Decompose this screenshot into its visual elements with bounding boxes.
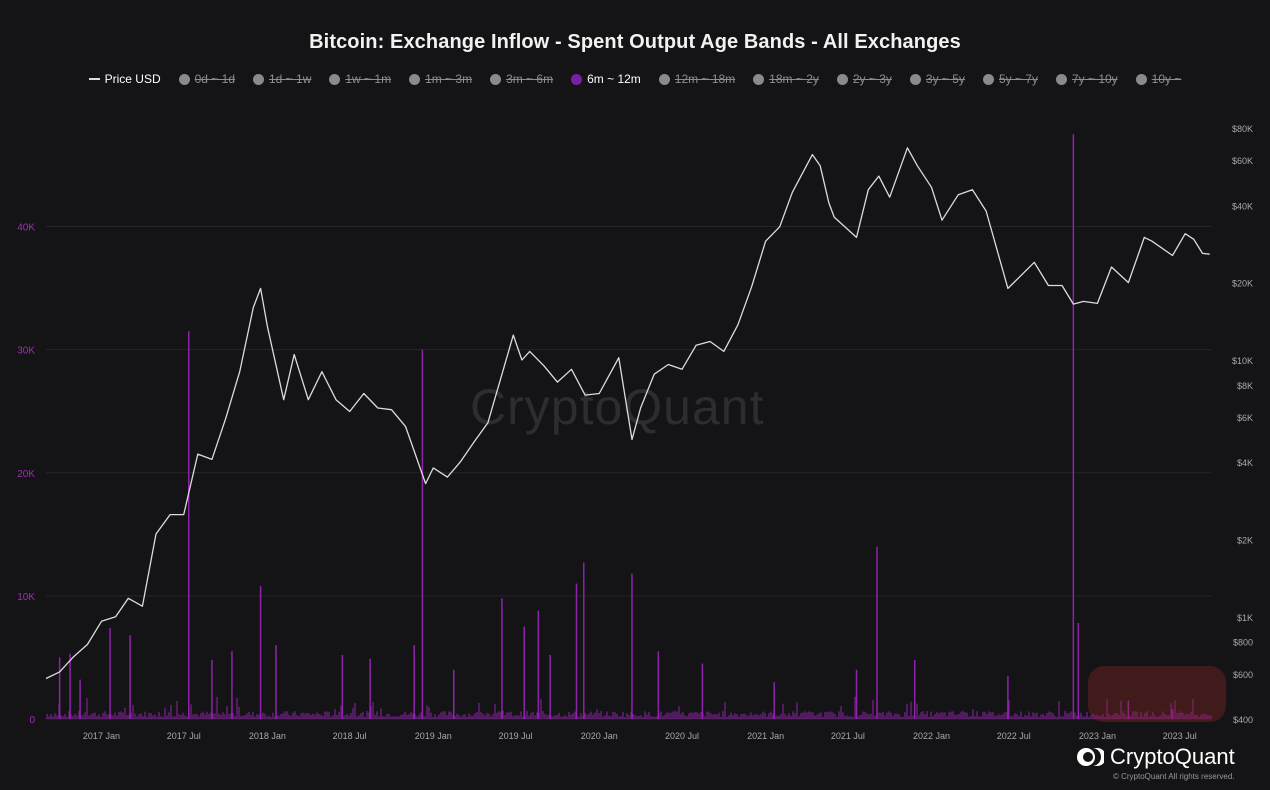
y-left-tick-label: 30K <box>17 346 35 357</box>
legend-label: 1w ~ 1m <box>345 72 392 86</box>
y-right-tick-label: $8K <box>1237 381 1253 391</box>
legend-item[interactable]: 1m ~ 3m <box>409 72 472 86</box>
y-right-tick-label: $400 <box>1233 715 1253 725</box>
dot-swatch-icon <box>490 73 502 85</box>
y-right-tick-label: $800 <box>1233 638 1253 648</box>
x-tick-label: 2020 Jul <box>665 731 699 741</box>
legend-label: 0d ~ 1d <box>194 72 235 86</box>
dot-swatch-icon <box>409 73 421 85</box>
brand-name: CryptoQuant <box>1110 744 1235 769</box>
legend-item[interactable]: 18m ~ 2y <box>753 72 819 86</box>
x-tick-label: 2018 Jul <box>333 731 367 741</box>
x-tick-label: 2017 Jul <box>167 731 201 741</box>
copyright-text: © CryptoQuant All rights reserved. <box>1113 772 1235 781</box>
x-tick-label: 2019 Jul <box>499 731 533 741</box>
legend-label: 18m ~ 2y <box>769 72 819 86</box>
legend-label: 10y ~ <box>1151 72 1182 86</box>
x-tick-label: 2021 Jan <box>747 731 784 741</box>
legend-label: 3m ~ 6m <box>506 72 554 86</box>
x-tick-label: 2022 Jan <box>913 731 950 741</box>
legend-item[interactable]: 1w ~ 1m <box>329 72 391 86</box>
y-right-tick-label: $600 <box>1233 670 1253 680</box>
y-right-tick-label: $60K <box>1232 156 1253 166</box>
y-right-tick-label: $20K <box>1232 279 1253 289</box>
legend-label: 7y ~ 10y <box>1071 72 1118 86</box>
y-right-tick-label: $40K <box>1232 201 1253 211</box>
line-swatch-icon <box>88 78 100 80</box>
x-tick-label: 2022 Jul <box>997 731 1031 741</box>
y-right-tick-label: $1K <box>1237 613 1253 623</box>
legend-item[interactable]: 5y ~ 7y <box>982 72 1038 86</box>
legend-label: Price USD <box>104 72 161 86</box>
dot-swatch-icon <box>658 73 670 85</box>
y-left-tick-label: 0 <box>29 715 35 726</box>
y-right-tick-label: $80K <box>1232 124 1253 134</box>
y-left-tick-label: 10K <box>17 592 35 603</box>
legend-label: 6m ~ 12m <box>587 72 641 86</box>
dot-swatch-icon <box>836 73 848 85</box>
dot-swatch-icon <box>178 73 190 85</box>
legend-item[interactable]: 10y ~ <box>1135 72 1182 86</box>
legend-item[interactable]: Price USD <box>88 72 161 86</box>
y-right-tick-label: $2K <box>1237 535 1253 545</box>
dot-swatch-icon <box>571 73 583 85</box>
legend-label: 3y ~ 5y <box>925 72 965 86</box>
legend-label: 1d ~ 1w <box>269 72 312 86</box>
legend-item[interactable]: 7y ~ 10y <box>1055 72 1118 86</box>
dot-swatch-icon <box>753 73 765 85</box>
cryptoquant-logo-icon <box>1077 748 1104 766</box>
x-tick-label: 2023 Jan <box>1079 731 1116 741</box>
legend-item[interactable]: 3m ~ 6m <box>490 72 553 86</box>
x-tick-label: 2018 Jan <box>249 731 286 741</box>
dot-swatch-icon <box>1055 73 1067 85</box>
dot-swatch-icon <box>909 73 921 85</box>
dot-swatch-icon <box>982 73 994 85</box>
x-tick-label: 2017 Jan <box>83 731 120 741</box>
legend-item[interactable]: 1d ~ 1w <box>253 72 311 86</box>
y-left-tick-label: 40K <box>17 223 35 234</box>
y-right-tick-label: $4K <box>1237 458 1253 468</box>
y-right-tick-label: $6K <box>1237 413 1253 423</box>
legend-label: 1m ~ 3m <box>425 72 473 86</box>
dot-swatch-icon <box>1135 73 1147 85</box>
chart-legend: Price USD 0d ~ 1d 1d ~ 1w 1w ~ 1m 1m ~ 3m 3m … <box>0 72 1270 86</box>
x-tick-label: 2019 Jan <box>415 731 452 741</box>
legend-item[interactable]: 6m ~ 12m <box>571 72 641 86</box>
price-line <box>45 147 1210 680</box>
brand-logo: CryptoQuant <box>1076 744 1235 770</box>
y-left-tick-label: 20K <box>17 469 35 480</box>
chart-title: Bitcoin: Exchange Inflow - Spent Output … <box>309 31 961 53</box>
x-tick-label: 2023 Jul <box>1163 731 1197 741</box>
legend-label: 12m ~ 18m <box>674 72 736 86</box>
dot-swatch-icon <box>329 73 341 85</box>
x-tick-label: 2020 Jan <box>581 731 618 741</box>
legend-item[interactable]: 12m ~ 18m <box>658 72 736 86</box>
legend-label: 5y ~ 7y <box>998 72 1038 86</box>
x-tick-label: 2021 Jul <box>831 731 865 741</box>
legend-label: 2y ~ 3y <box>852 72 892 86</box>
legend-item[interactable]: 0d ~ 1d <box>178 72 235 86</box>
legend-item[interactable]: 2y ~ 3y <box>836 72 892 86</box>
y-right-tick-label: $10K <box>1232 356 1253 366</box>
dot-swatch-icon <box>253 73 264 85</box>
overlay-highlight <box>1088 666 1226 722</box>
legend-item[interactable]: 3y ~ 5y <box>909 72 965 86</box>
